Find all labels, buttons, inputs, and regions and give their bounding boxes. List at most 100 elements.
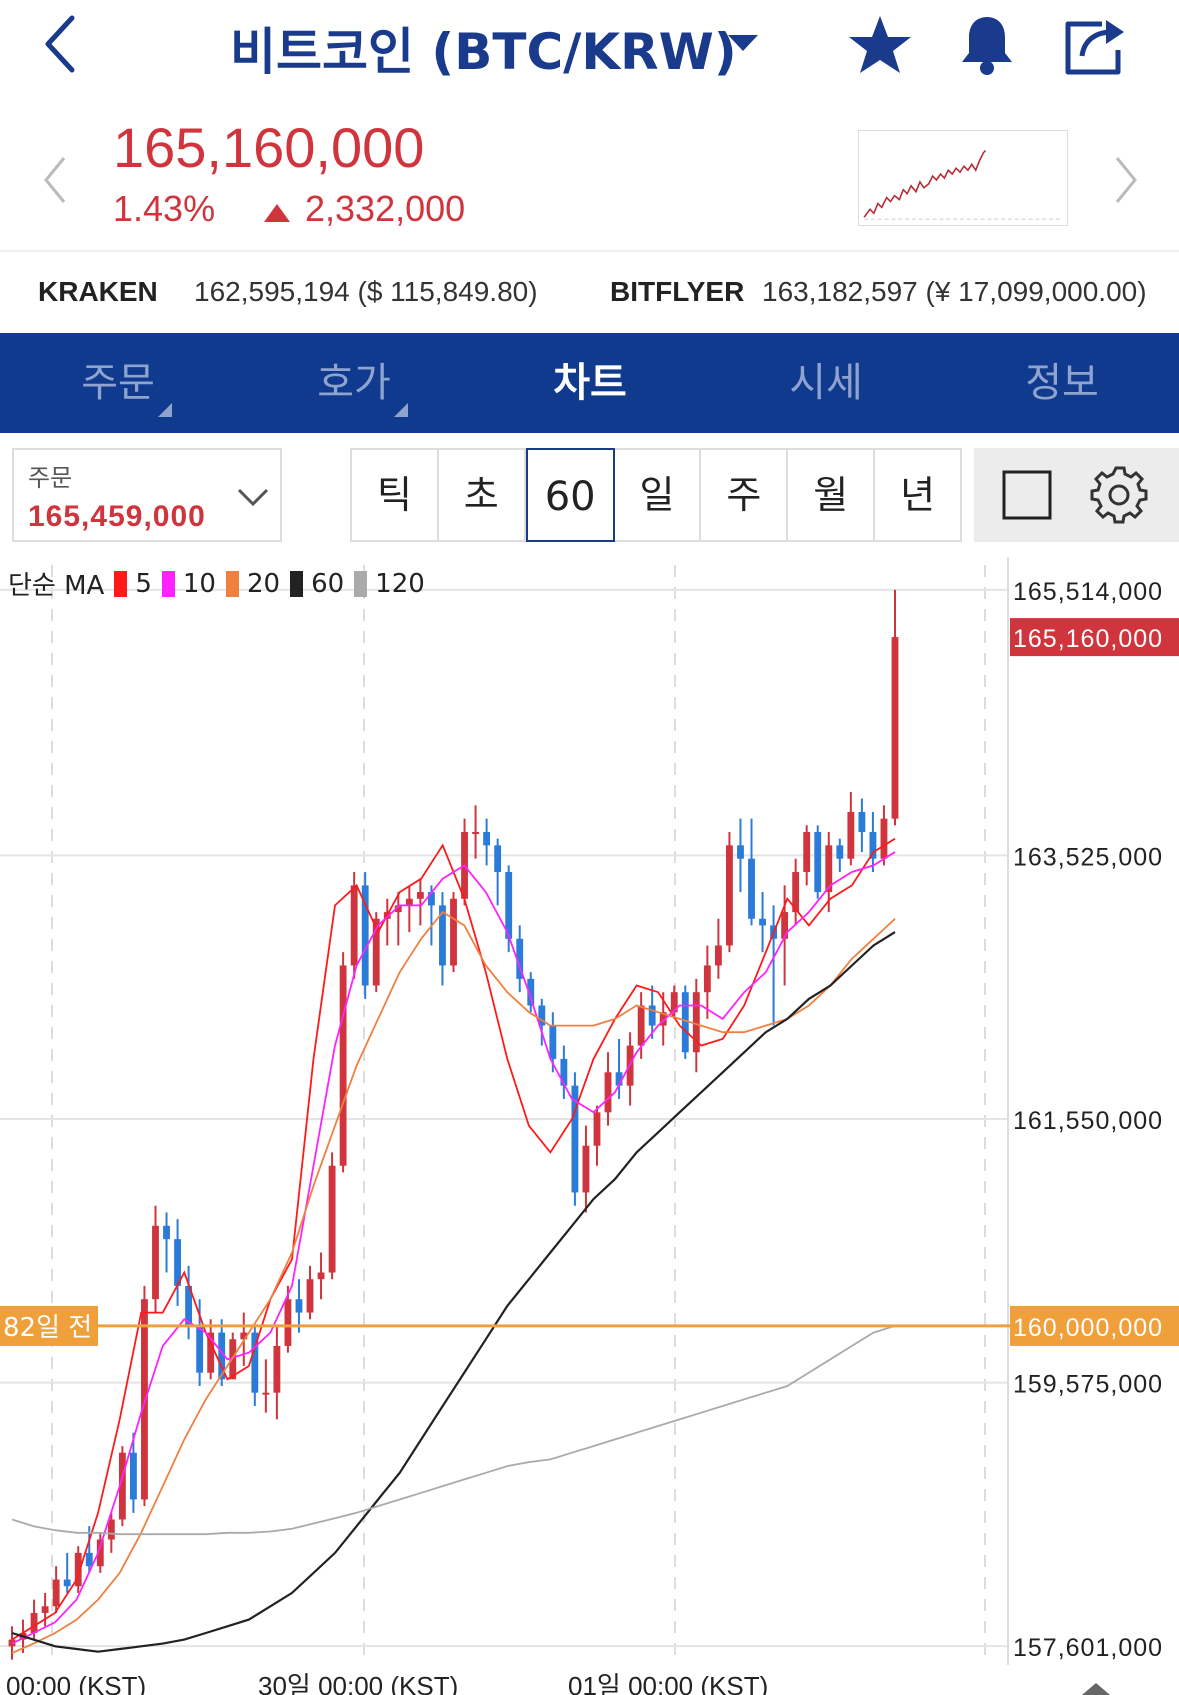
- candle-body: [759, 918, 766, 926]
- square-icon: [1002, 470, 1052, 520]
- candle-body: [748, 858, 755, 919]
- candle-body: [63, 1579, 71, 1587]
- reference-price-tag: [1010, 1305, 1179, 1346]
- up-triangle-icon: [264, 204, 290, 222]
- candle-body: [615, 1072, 623, 1086]
- candle-body: [494, 845, 502, 873]
- app-header: 비트코인 (BTC/KRW): [0, 0, 1179, 110]
- tab-label: 시세: [789, 360, 863, 406]
- candle-body: [251, 1332, 259, 1393]
- chevron-down-icon: [237, 488, 269, 507]
- candle-body: [781, 912, 789, 939]
- bell-icon[interactable]: [952, 10, 1022, 80]
- fullscreen-button[interactable]: [974, 448, 1078, 542]
- current-price-label: 165,160,000: [1013, 625, 1163, 653]
- candle-body: [836, 845, 844, 859]
- candle-body: [803, 831, 811, 873]
- exchange-price: 163,182,597 (¥ 17,099,000.00): [762, 276, 1147, 307]
- candle-body: [306, 1279, 314, 1313]
- candle-body: [549, 1025, 557, 1059]
- legend-swatch: [290, 570, 304, 597]
- candle-body: [41, 1606, 49, 1613]
- period-year[interactable]: 년: [900, 473, 936, 517]
- candle-body: [604, 1072, 612, 1113]
- settings-button[interactable]: [1075, 448, 1179, 542]
- star-icon[interactable]: [845, 10, 915, 80]
- candle-body: [328, 1165, 336, 1273]
- period-selector: 틱 초 60분 일 주 월 년: [350, 448, 962, 614]
- candle-body: [394, 905, 402, 913]
- next-coin-arrow-icon[interactable]: [1105, 150, 1145, 210]
- period-60min[interactable]: 60분: [525, 448, 615, 614]
- ma-legend: 단순 MA 5 10 20 60 120: [8, 565, 425, 602]
- tab-label: 차트: [553, 360, 627, 406]
- candle-body: [52, 1579, 60, 1607]
- legend-item: 60: [311, 568, 345, 599]
- candle-body: [174, 1239, 181, 1286]
- y-axis-tick-label: 165,514,000: [1013, 578, 1163, 606]
- tab-market[interactable]: 시세: [708, 333, 944, 433]
- ma-20-line: [11, 910, 896, 1654]
- candle-body: [152, 1225, 159, 1300]
- tab-label: 호가: [317, 360, 391, 406]
- candle-body: [714, 945, 722, 966]
- candle-body: [262, 1392, 270, 1395]
- tab-order[interactable]: 주문: [0, 333, 236, 433]
- reference-tag-label: 82일 전: [3, 1313, 92, 1343]
- candle-body: [361, 885, 369, 986]
- legend-swatch: [161, 570, 175, 597]
- candle-body: [792, 872, 800, 913]
- candle-body: [692, 992, 700, 1053]
- period-second[interactable]: 초: [439, 450, 526, 540]
- order-price-select[interactable]: 주문 165,459,000: [12, 448, 282, 542]
- candle-body: [527, 978, 535, 1006]
- candlestick-chart[interactable]: 82일 전 165,514,000 163,525,000 161,550,000 15…: [0, 557, 1179, 1695]
- chart-toolbar: 주문 165,459,000 틱 초 60분 일 주 월 년: [0, 444, 1179, 614]
- candle-body: [703, 965, 711, 993]
- legend-swatch: [114, 570, 128, 597]
- candle-body: [450, 898, 457, 966]
- reference-tag: [0, 1305, 98, 1346]
- page-title[interactable]: 비트코인 (BTC/KRW): [230, 23, 737, 81]
- candle-body: [637, 1005, 645, 1046]
- price-panel: 165,160,000 1.43% 2,332,000: [0, 110, 1179, 250]
- legend-label: 단순 MA: [8, 571, 105, 601]
- order-price: 165,459,000: [28, 500, 206, 533]
- candle-body: [295, 1299, 303, 1313]
- candle-body: [141, 1299, 148, 1500]
- x-axis-label: 30일 00:00 (KST): [258, 1671, 458, 1695]
- tab-chart[interactable]: 차트: [472, 333, 708, 433]
- period-month[interactable]: 월: [788, 450, 876, 540]
- ma-120-line: [11, 1325, 896, 1536]
- candle-body: [163, 1225, 170, 1240]
- tab-info[interactable]: 정보: [944, 333, 1179, 433]
- legend-item: 120: [375, 568, 425, 599]
- ma-60-line: [11, 931, 896, 1653]
- period-week[interactable]: 주: [701, 450, 789, 540]
- exchange-name: BITFLYER: [610, 276, 745, 307]
- submenu-corner-icon: [158, 403, 172, 417]
- candle-body: [880, 818, 888, 859]
- candle-body: [726, 845, 733, 946]
- candle-body: [428, 892, 435, 906]
- candle-body: [317, 1272, 325, 1280]
- candle-body: [350, 885, 358, 966]
- period-day[interactable]: 일: [615, 450, 702, 540]
- x-axis-label: 01일 00:00 (KST): [568, 1671, 768, 1695]
- mini-price-chart[interactable]: [858, 130, 1068, 226]
- chart-background: [0, 557, 1179, 1695]
- candle-body: [284, 1299, 292, 1346]
- back-chevron-icon[interactable]: [38, 10, 88, 80]
- share-icon[interactable]: [1060, 10, 1130, 80]
- scroll-up-icon[interactable]: [1082, 1683, 1110, 1695]
- order-label: 주문: [28, 464, 73, 492]
- period-tick[interactable]: 틱: [352, 450, 439, 540]
- dropdown-caret-icon[interactable]: [726, 32, 760, 54]
- candle-body: [516, 938, 524, 979]
- prev-coin-arrow-icon[interactable]: [36, 150, 76, 210]
- main-tabs: 주문 호가 차트 시세 정보: [0, 333, 1179, 433]
- candle-body: [30, 1612, 38, 1633]
- gear-icon: [1090, 466, 1148, 524]
- tab-orderbook[interactable]: 호가: [236, 333, 472, 433]
